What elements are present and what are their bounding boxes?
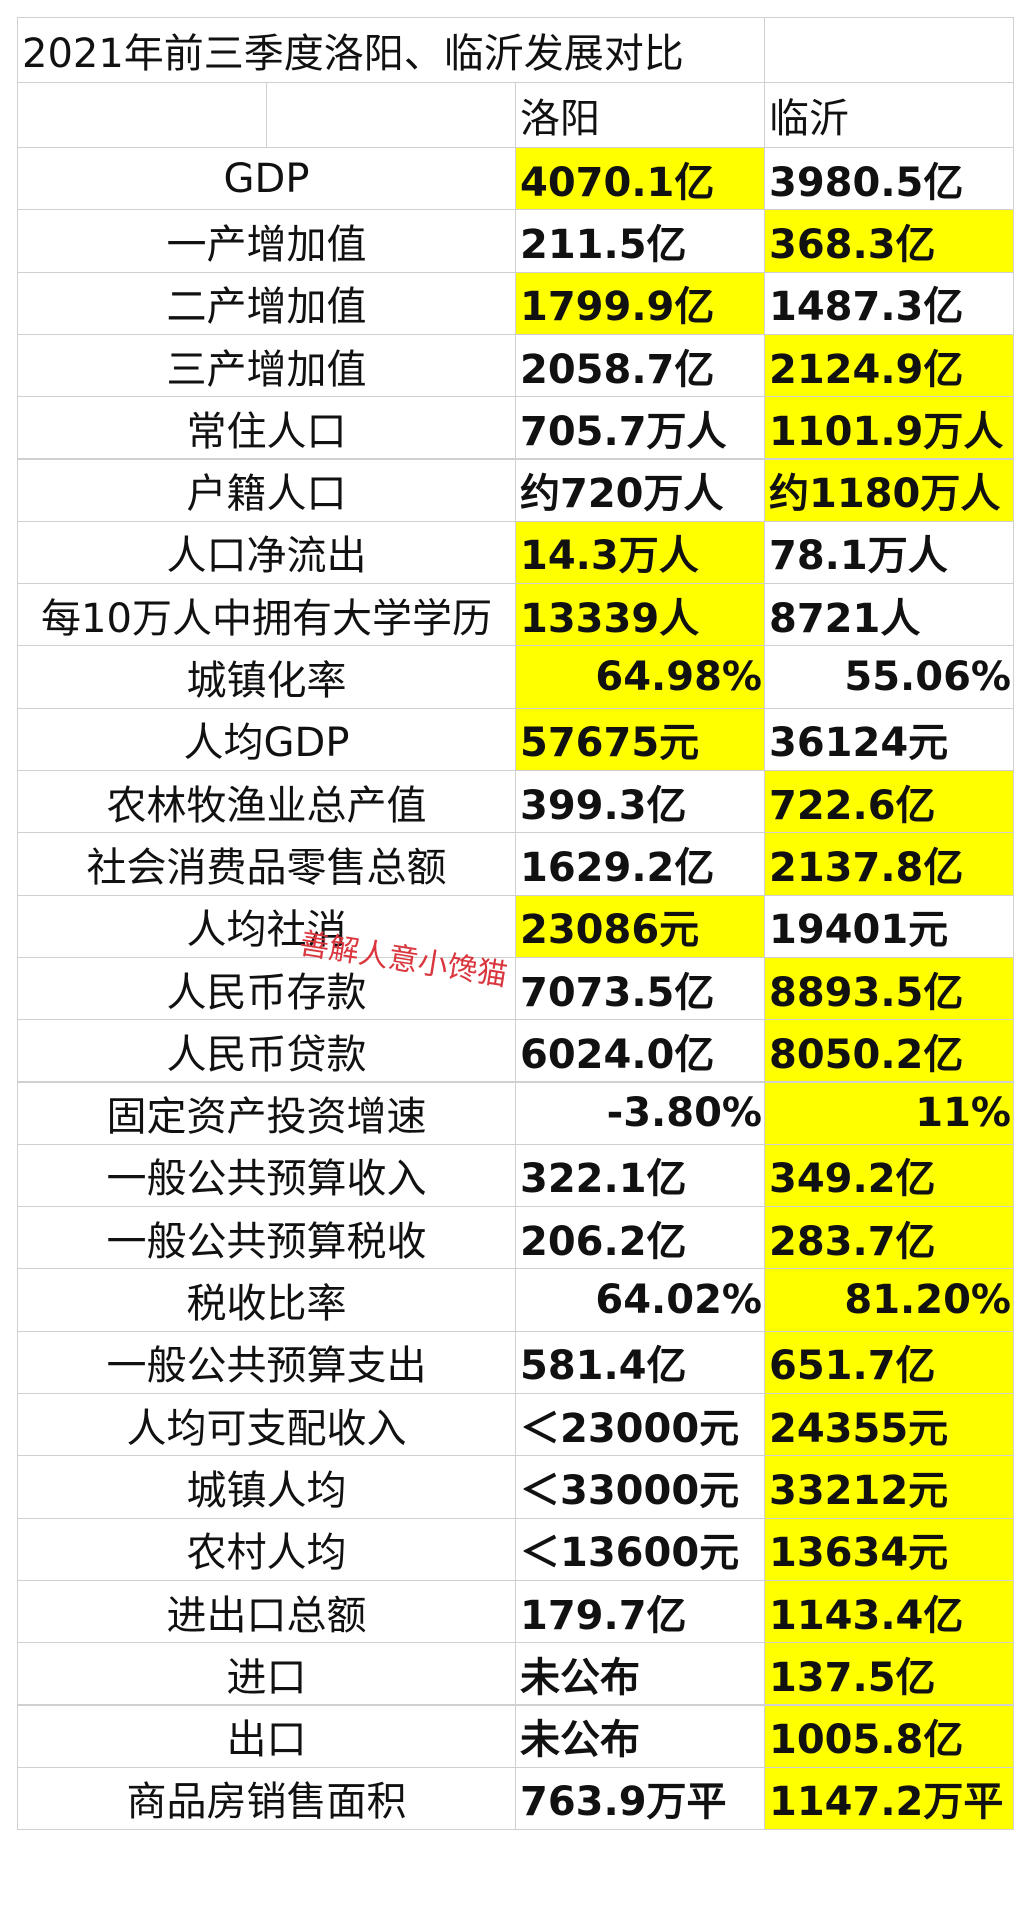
value-cell: 349.2亿 <box>764 1143 1014 1208</box>
value-cell: 7073.5亿 <box>515 956 765 1021</box>
value-cell: 1487.3亿 <box>764 271 1014 335</box>
value-cell: 2137.8亿 <box>764 832 1014 896</box>
row-label: 农村人均 <box>17 1517 516 1581</box>
value-cell: 11% <box>764 1081 1014 1145</box>
value-cell: 211.5亿 <box>515 209 765 273</box>
value-cell: 3980.5亿 <box>764 147 1014 211</box>
value-cell: 1799.9亿 <box>515 271 765 335</box>
row-label: 进口 <box>17 1642 516 1706</box>
value-cell: 36124元 <box>764 707 1014 771</box>
value-cell: -3.80% <box>515 1081 765 1145</box>
row-label: 一般公共预算收入 <box>17 1143 516 1208</box>
value-cell: ＜33000元 <box>515 1455 765 1519</box>
value-cell: 64.02% <box>515 1268 765 1332</box>
row-label: 每10万人中拥有大学学历 <box>17 583 516 647</box>
value-cell: 6024.0亿 <box>515 1019 765 1083</box>
value-cell: 399.3亿 <box>515 770 765 834</box>
row-label: 人民币贷款 <box>17 1019 516 1083</box>
value-cell: 23086元 <box>515 894 765 958</box>
value-cell: 8050.2亿 <box>764 1019 1014 1083</box>
value-cell: 2124.9亿 <box>764 333 1014 398</box>
value-cell: 705.7万人 <box>515 396 765 460</box>
value-cell: 81.20% <box>764 1268 1014 1332</box>
empty-cell <box>17 82 267 148</box>
row-label: 城镇化率 <box>17 645 516 709</box>
row-label: 三产增加值 <box>17 333 516 398</box>
row-label: 进出口总额 <box>17 1579 516 1644</box>
row-label: 税收比率 <box>17 1268 516 1332</box>
value-cell: 651.7亿 <box>764 1330 1014 1394</box>
value-cell: 未公布 <box>515 1642 765 1706</box>
value-cell: ＜13600元 <box>515 1517 765 1581</box>
row-label: 一产增加值 <box>17 209 516 273</box>
value-cell: 未公布 <box>515 1704 765 1768</box>
value-cell: 581.4亿 <box>515 1330 765 1394</box>
row-label: 商品房销售面积 <box>17 1766 516 1831</box>
value-cell: ＜23000元 <box>515 1393 765 1457</box>
row-label: 城镇人均 <box>17 1455 516 1519</box>
value-cell: 57675元 <box>515 707 765 771</box>
row-label: 一般公共预算支出 <box>17 1330 516 1394</box>
row-label: 一般公共预算税收 <box>17 1206 516 1270</box>
row-label: 常住人口 <box>17 396 516 460</box>
row-label: 固定资产投资增速 <box>17 1081 516 1145</box>
value-cell: 13339人 <box>515 583 765 647</box>
value-cell: 约1180万人 <box>764 458 1014 522</box>
row-label: 人均可支配收入 <box>17 1393 516 1457</box>
value-cell: 64.98% <box>515 645 765 709</box>
title-cell: 2021年前三季度洛阳、临沂发展对比 <box>17 17 765 83</box>
row-label: 人均GDP <box>17 707 516 771</box>
row-label: 农林牧渔业总产值 <box>17 770 516 834</box>
value-cell: 8893.5亿 <box>764 956 1014 1021</box>
column-header: 临沂 <box>764 82 1014 148</box>
value-cell: 13634元 <box>764 1517 1014 1581</box>
column-header: 洛阳 <box>515 82 765 148</box>
value-cell: 283.7亿 <box>764 1206 1014 1270</box>
value-cell: 206.2亿 <box>515 1206 765 1270</box>
value-cell: 4070.1亿 <box>515 147 765 211</box>
value-cell: 368.3亿 <box>764 209 1014 273</box>
value-cell: 19401元 <box>764 894 1014 958</box>
value-cell: 1629.2亿 <box>515 832 765 896</box>
value-cell: 722.6亿 <box>764 770 1014 834</box>
value-cell: 1147.2万平 <box>764 1766 1014 1831</box>
value-cell: 763.9万平 <box>515 1766 765 1831</box>
value-cell: 55.06% <box>764 645 1014 709</box>
row-label: 人口净流出 <box>17 520 516 585</box>
value-cell: 8721人 <box>764 583 1014 647</box>
value-cell: 78.1万人 <box>764 520 1014 585</box>
value-cell: 322.1亿 <box>515 1143 765 1208</box>
value-cell: 1005.8亿 <box>764 1704 1014 1768</box>
value-cell: 137.5亿 <box>764 1642 1014 1706</box>
row-label: 社会消费品零售总额 <box>17 832 516 896</box>
row-label: 户籍人口 <box>17 458 516 522</box>
row-label: 二产增加值 <box>17 271 516 335</box>
value-cell: 14.3万人 <box>515 520 765 585</box>
value-cell: 33212元 <box>764 1455 1014 1519</box>
value-cell: 24355元 <box>764 1393 1014 1457</box>
row-label: GDP <box>17 147 516 211</box>
row-label: 出口 <box>17 1704 516 1768</box>
empty-cell <box>764 17 1014 83</box>
value-cell: 2058.7亿 <box>515 333 765 398</box>
value-cell: 1101.9万人 <box>764 396 1014 460</box>
value-cell: 1143.4亿 <box>764 1579 1014 1644</box>
empty-cell <box>266 82 516 148</box>
value-cell: 约720万人 <box>515 458 765 522</box>
value-cell: 179.7亿 <box>515 1579 765 1644</box>
